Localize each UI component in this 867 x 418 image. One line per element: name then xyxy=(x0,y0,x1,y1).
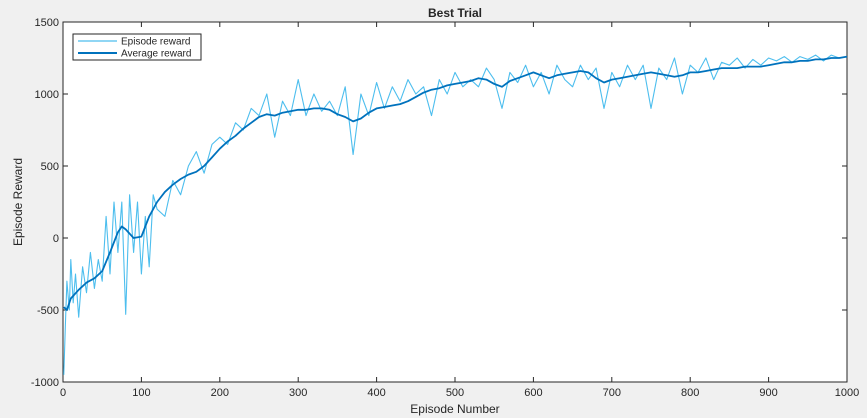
y-tick-label: -500 xyxy=(37,305,59,317)
x-tick-label: 300 xyxy=(289,387,307,399)
x-tick-label: 600 xyxy=(524,387,542,399)
series-episode-reward xyxy=(63,54,848,375)
legend-label-episode-reward: Episode reward xyxy=(121,37,190,48)
series-average-reward xyxy=(63,55,848,311)
x-tick-label: 700 xyxy=(603,387,621,399)
y-tick-label: 1000 xyxy=(35,89,59,101)
x-tick-label: 100 xyxy=(132,387,150,399)
legend-label-average-reward: Average reward xyxy=(121,49,191,60)
x-tick-label: 800 xyxy=(681,387,699,399)
x-axis-label: Episode Number xyxy=(410,402,499,416)
legend: Episode reward Average reward xyxy=(72,33,202,61)
x-tick-label: 400 xyxy=(367,387,385,399)
chart-title: Best Trial xyxy=(428,6,482,20)
plot-area xyxy=(62,21,848,383)
y-axis-label: Episode Reward xyxy=(11,158,25,246)
y-tick-label: 0 xyxy=(53,233,59,245)
series-layer xyxy=(63,54,848,375)
y-tick-label: -1000 xyxy=(31,377,59,389)
axis-ticks: 0 100 200 300 400 500 600 700 800 900 1000 -1000 -50… xyxy=(31,17,859,399)
x-tick-label: 1000 xyxy=(835,387,859,399)
y-tick-label: 1500 xyxy=(35,17,59,29)
x-tick-label: 200 xyxy=(211,387,229,399)
x-tick-label: 500 xyxy=(446,387,464,399)
x-tick-label: 900 xyxy=(759,387,777,399)
x-tick-label: 0 xyxy=(60,387,66,399)
legend-box xyxy=(72,33,202,61)
y-tick-label: 500 xyxy=(41,161,59,173)
